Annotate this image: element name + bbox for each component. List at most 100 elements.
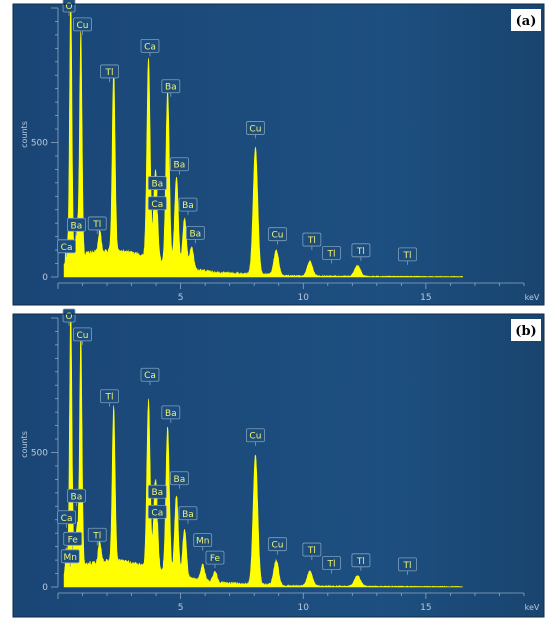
peak-label: Tl bbox=[100, 64, 119, 82]
peak-label-text: Ba bbox=[71, 492, 83, 502]
peak-label-text: Ca bbox=[151, 200, 163, 210]
x-tick-label: 5 bbox=[178, 603, 184, 613]
peak-label: Ca bbox=[147, 196, 167, 214]
panel-tag: (a) bbox=[511, 9, 541, 31]
peak-label-text: Ba bbox=[182, 510, 194, 520]
peak-label: Fe bbox=[205, 550, 225, 569]
peak-label: Cu bbox=[73, 17, 92, 35]
y-axis-title: counts bbox=[20, 431, 29, 458]
peak-label: Ba bbox=[147, 484, 167, 503]
peak-label: Mn bbox=[193, 533, 213, 551]
peak-label-text: Ba bbox=[165, 83, 177, 93]
panel-tag: (b) bbox=[511, 319, 541, 341]
peak-label-text: Tl bbox=[92, 220, 101, 230]
peak-label-text: Ba bbox=[151, 488, 163, 498]
peak-label: Tl bbox=[302, 542, 322, 561]
peak-label-text: Cu bbox=[272, 231, 284, 241]
peak-label-text: Ca bbox=[61, 514, 73, 524]
peak-label-text: Tl bbox=[356, 557, 365, 567]
x-axis-title: keV bbox=[525, 603, 540, 612]
peak-label: Tl bbox=[398, 247, 417, 265]
peak-label: Tl bbox=[87, 527, 107, 546]
peak-label-text: Tl bbox=[92, 531, 101, 541]
peak-label: Ba bbox=[185, 225, 205, 244]
peak-label: Cu bbox=[246, 121, 265, 139]
peak-label-text: Tl bbox=[307, 236, 316, 246]
peak-label: Ca bbox=[147, 505, 167, 523]
peak-label: Ca bbox=[57, 510, 76, 528]
peak-label: Cu bbox=[246, 428, 265, 446]
peak-label-text: Tl bbox=[326, 250, 335, 260]
peak-label: Ca bbox=[140, 367, 160, 386]
peak-label: Tl bbox=[398, 557, 417, 575]
peak-label-text: Ba bbox=[174, 161, 186, 171]
peak-label: Tl bbox=[322, 246, 341, 264]
peak-label-text: Mn bbox=[196, 537, 209, 547]
peak-label: Ca bbox=[140, 38, 160, 57]
panel-tag-text: (b) bbox=[515, 324, 536, 339]
peak-label: Ba bbox=[170, 157, 189, 175]
peak-label: Tl bbox=[351, 243, 371, 261]
peak-label-text: O bbox=[65, 2, 72, 12]
peak-label: Ba bbox=[66, 217, 86, 236]
panel-tag-box bbox=[511, 319, 541, 341]
peak-label-text: Ba bbox=[189, 229, 201, 239]
peak-label-text: Ca bbox=[144, 371, 156, 381]
x-tick-label: 15 bbox=[420, 603, 431, 613]
y-tick-label: 0 bbox=[42, 583, 48, 593]
y-axis-title: counts bbox=[20, 121, 29, 148]
y-tick-label: 500 bbox=[31, 449, 48, 459]
peak-label: O bbox=[62, 308, 76, 327]
spectrum-trace bbox=[63, 7, 463, 278]
peak-label-text: Ca bbox=[144, 42, 156, 52]
x-tick-label: 5 bbox=[178, 293, 184, 303]
peak-label-text: Ba bbox=[174, 475, 186, 485]
peak-label: O bbox=[62, 0, 76, 17]
peak-label: Mn bbox=[60, 549, 80, 567]
peak-label: Ba bbox=[161, 405, 181, 423]
y-tick-label: 500 bbox=[31, 139, 48, 149]
peak-label-text: Tl bbox=[403, 561, 412, 571]
peak-label-text: Tl bbox=[105, 393, 114, 403]
peak-label-text: Cu bbox=[272, 541, 284, 551]
peak-label-text: Fe bbox=[210, 554, 221, 564]
peak-label: Tl bbox=[100, 389, 119, 407]
peak-label-text: Ca bbox=[61, 243, 73, 253]
x-axis-title: keV bbox=[525, 293, 540, 302]
peak-label-text: Mn bbox=[64, 553, 77, 563]
peak-label: Cu bbox=[268, 537, 287, 555]
peak-label: Ba bbox=[161, 79, 181, 97]
peak-label-text: Cu bbox=[77, 21, 89, 31]
peak-label: Tl bbox=[87, 216, 107, 234]
peak-label-text: Cu bbox=[249, 432, 261, 442]
peak-label: Tl bbox=[322, 556, 341, 574]
peak-label: Ba bbox=[147, 176, 167, 194]
peak-label: Ba bbox=[178, 506, 198, 524]
spectrum-trace bbox=[63, 317, 463, 588]
x-tick-label: 10 bbox=[298, 293, 310, 303]
panel-border bbox=[12, 3, 545, 306]
peak-label-text: Ba bbox=[165, 409, 177, 419]
peak-label-text: Ba bbox=[151, 180, 163, 190]
peak-label-text: Tl bbox=[307, 546, 316, 556]
y-tick-label: 0 bbox=[42, 273, 48, 283]
peak-label: Ba bbox=[170, 471, 189, 489]
peak-label: Cu bbox=[73, 327, 92, 345]
peak-label: Ca bbox=[57, 239, 76, 257]
peak-label-text: Ca bbox=[151, 508, 163, 518]
peak-label: Ba bbox=[178, 197, 198, 216]
peak-label-text: O bbox=[65, 312, 72, 322]
peak-label: Ba bbox=[66, 488, 86, 507]
panel-border bbox=[12, 313, 545, 618]
peak-label-text: Ba bbox=[71, 221, 83, 231]
peak-label: Tl bbox=[302, 232, 322, 251]
panel-tag-text: (a) bbox=[516, 14, 537, 29]
x-tick-label: 10 bbox=[298, 603, 310, 613]
peak-label: Tl bbox=[351, 553, 371, 571]
x-tick-label: 15 bbox=[420, 293, 431, 303]
peak-label-text: Tl bbox=[403, 251, 412, 261]
panel-tag-box bbox=[511, 9, 541, 31]
